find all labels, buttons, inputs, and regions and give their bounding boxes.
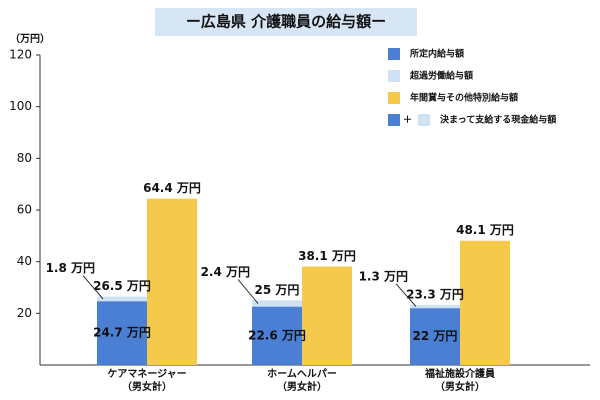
bar (252, 306, 302, 365)
y-axis-label: （万円） (10, 32, 50, 45)
bar (252, 300, 302, 307)
x-tick-label: （男女計） (122, 380, 172, 393)
total-label: 26.5 万円 (93, 279, 151, 293)
bar (410, 304, 460, 309)
value-label: 24.7 万円 (93, 326, 151, 340)
y-tick-label: 20 (17, 306, 32, 320)
legend-swatch (388, 48, 400, 60)
leader-line (82, 275, 104, 300)
legend-label: 決まって支給する現金給与額 (440, 114, 556, 126)
value-label: 48.1 万円 (456, 223, 514, 237)
legend-swatch (388, 70, 400, 82)
x-tick-label: ケアマネージャー (107, 368, 186, 380)
legend-label: 年間賞与その他特別給与額 (410, 92, 518, 104)
y-tick-label: 100 (9, 99, 32, 113)
title-box (155, 8, 417, 36)
bar (302, 266, 352, 365)
x-tick-label: ホームヘルパー (267, 368, 337, 380)
y-tick-label: 80 (17, 151, 32, 165)
value-label: 38.1 万円 (298, 249, 356, 263)
total-label: 23.3 万円 (406, 287, 464, 301)
chart-title: ー広島県 介護職員の給与額ー (186, 13, 386, 31)
value-label: 22.6 万円 (248, 328, 306, 342)
legend-symbol: ＋ (403, 115, 412, 126)
value-label: 1.8 万円 (46, 261, 95, 275)
value-label: 22 万円 (413, 329, 458, 343)
value-label: 1.3 万円 (359, 269, 408, 283)
bar (410, 308, 460, 365)
x-tick-label: （男女計） (435, 380, 485, 393)
y-tick-label: 40 (17, 254, 32, 268)
value-label: 2.4 万円 (201, 265, 250, 279)
legend-swatch (388, 114, 400, 126)
legend-label: 所定内給与額 (410, 48, 464, 60)
bar (460, 240, 510, 365)
total-label: 25 万円 (255, 283, 300, 297)
bar (97, 301, 147, 365)
y-tick-label: 120 (9, 48, 32, 62)
legend-swatch (418, 114, 430, 126)
bar (97, 296, 147, 302)
bar (147, 198, 197, 365)
value-label: 64.4 万円 (143, 181, 201, 195)
x-tick-label: （男女計） (277, 380, 327, 393)
leader-line (237, 279, 259, 304)
leader-line (395, 283, 417, 307)
legend-label: 超過労働給与額 (409, 70, 473, 82)
legend-swatch (388, 92, 400, 104)
x-tick-label: 福祉施設介護員 (424, 367, 495, 380)
y-tick-label: 60 (17, 203, 32, 217)
